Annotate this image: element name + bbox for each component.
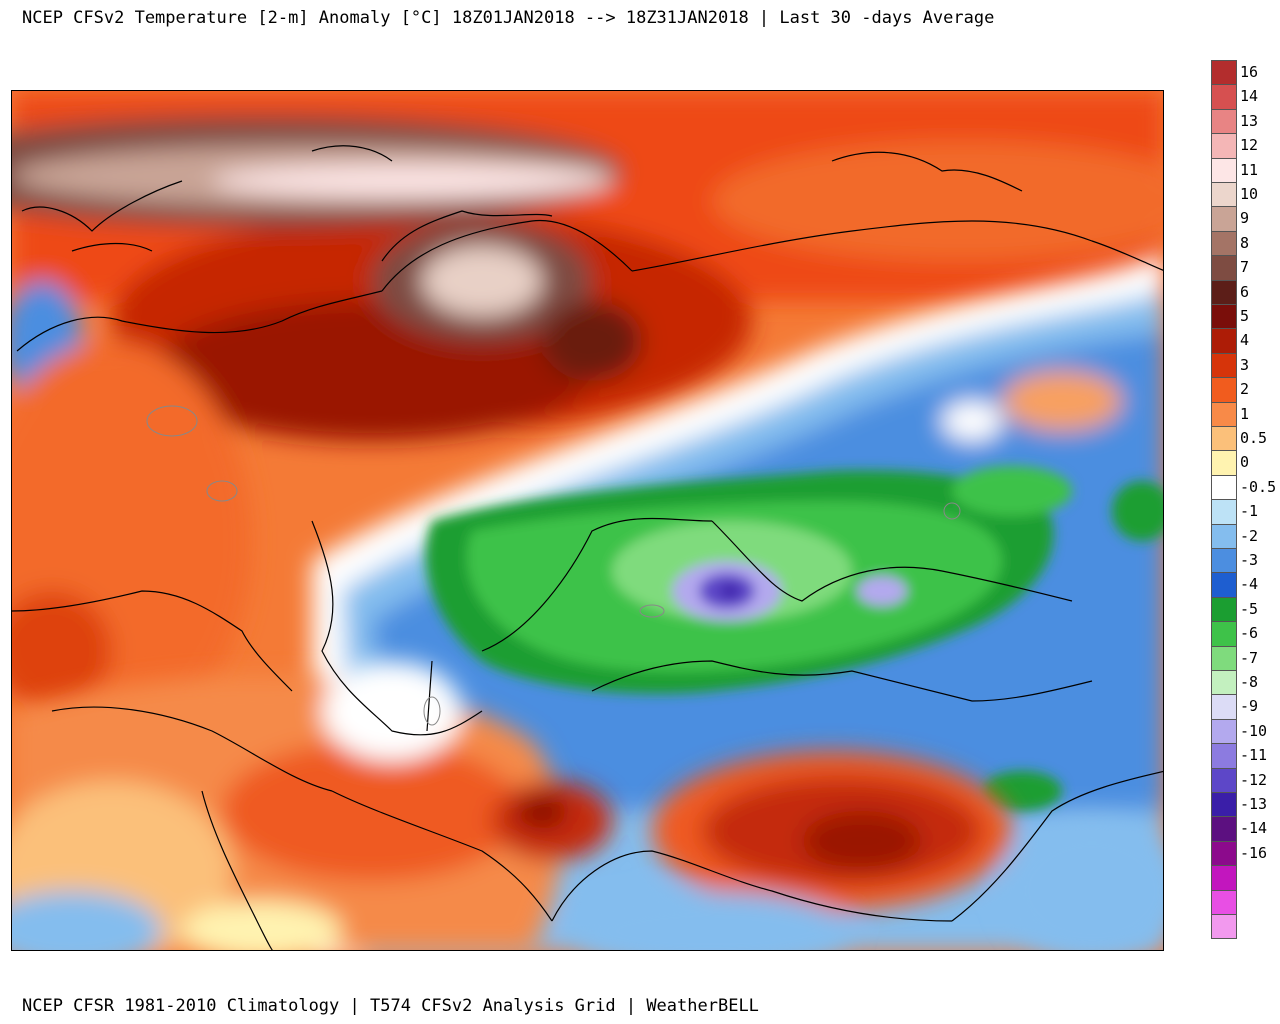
colorbar-label: -1 — [1240, 502, 1259, 521]
colorbar-swatch — [1211, 865, 1237, 891]
colorbar-label: -0.5 — [1240, 477, 1277, 496]
colorbar-label: -9 — [1240, 697, 1259, 716]
colorbar-label: 14 — [1240, 87, 1259, 106]
colorbar-swatch — [1211, 694, 1237, 720]
colorbar-swatch — [1211, 743, 1237, 769]
colorbar-swatch — [1211, 767, 1237, 793]
colorbar-label: -14 — [1240, 819, 1268, 838]
colorbar-label: 3 — [1240, 355, 1250, 374]
colorbar-swatch — [1211, 182, 1237, 208]
colorbar-swatch — [1211, 670, 1237, 696]
colorbar-label: 1 — [1240, 404, 1250, 423]
colorbar-swatch — [1211, 596, 1237, 623]
colorbar-label: -13 — [1240, 795, 1268, 813]
colorbar-swatch — [1211, 889, 1237, 915]
colorbar-swatch — [1211, 426, 1237, 452]
colorbar-label: 13 — [1240, 111, 1259, 130]
colorbar-swatch — [1211, 304, 1237, 330]
colorbar-swatch — [1211, 377, 1237, 403]
colorbar-label: -2 — [1240, 526, 1259, 545]
colorbar-swatch — [1211, 499, 1237, 525]
colorbar-label: -5 — [1240, 599, 1259, 618]
colorbar-label: -11 — [1240, 746, 1268, 765]
colorbar-swatch — [1211, 84, 1237, 110]
colorbar-label: 0 — [1240, 453, 1250, 472]
colorbar-label: 11 — [1240, 160, 1259, 179]
colorbar-label: 6 — [1240, 282, 1250, 301]
colorbar-swatch — [1211, 621, 1237, 647]
colorbar-swatch — [1211, 523, 1237, 549]
colorbar-label: 8 — [1240, 233, 1250, 252]
colorbar-label: -6 — [1240, 624, 1259, 643]
colorbar-swatch — [1211, 133, 1237, 159]
colorbar-swatch — [1211, 840, 1237, 867]
colorbar-swatch — [1211, 645, 1237, 671]
colorbar-label: -3 — [1240, 551, 1259, 569]
colorbar-swatch — [1211, 230, 1237, 257]
colorbar-swatch — [1211, 279, 1237, 305]
footer-credits: NCEP CFSR 1981-2010 Climatology | T574 C… — [22, 996, 759, 1016]
map-canvas — [12, 91, 1163, 950]
colorbar-label: 16 — [1240, 63, 1259, 81]
colorbar-swatch — [1211, 548, 1237, 574]
colorbar-label: 0.5 — [1240, 429, 1268, 447]
colorbar-label: 4 — [1240, 331, 1250, 350]
colorbar-swatch — [1211, 60, 1237, 86]
colorbar-swatch — [1211, 401, 1237, 427]
colorbar-swatch — [1211, 914, 1237, 940]
colorbar-swatch — [1211, 572, 1237, 598]
colorbar-label: -8 — [1240, 673, 1259, 691]
colorbar-label: -7 — [1240, 648, 1259, 667]
colorbar-swatch — [1211, 792, 1237, 818]
colorbar-swatch — [1211, 816, 1237, 842]
colorbar-label: -4 — [1240, 575, 1259, 594]
chart-title: NCEP CFSv2 Temperature [2-m] Anomaly [°C… — [22, 8, 995, 28]
colorbar-swatch — [1211, 328, 1237, 354]
colorbar-swatch — [1211, 450, 1237, 476]
colorbar-swatch — [1211, 108, 1237, 135]
colorbar-swatch — [1211, 718, 1237, 745]
colorbar-label: -16 — [1240, 843, 1268, 862]
colorbar-label: 9 — [1240, 209, 1250, 228]
borders-and-coastlines — [12, 145, 1163, 950]
colorbar-label: 2 — [1240, 380, 1250, 399]
colorbar-swatch — [1211, 157, 1237, 183]
colorbar-label: -12 — [1240, 770, 1268, 789]
colorbar-label: 5 — [1240, 307, 1250, 325]
colorbar-swatch — [1211, 352, 1237, 379]
colorbar-swatch — [1211, 474, 1237, 501]
anomaly-map — [11, 90, 1164, 951]
colorbar-label: -10 — [1240, 721, 1268, 740]
lakes — [146, 405, 961, 726]
colorbar-label: 12 — [1240, 136, 1259, 155]
colorbar-swatch — [1211, 255, 1237, 281]
colorbar-label: 7 — [1240, 258, 1250, 277]
colorbar-label: 10 — [1240, 185, 1259, 203]
colorbar-swatch — [1211, 206, 1237, 232]
